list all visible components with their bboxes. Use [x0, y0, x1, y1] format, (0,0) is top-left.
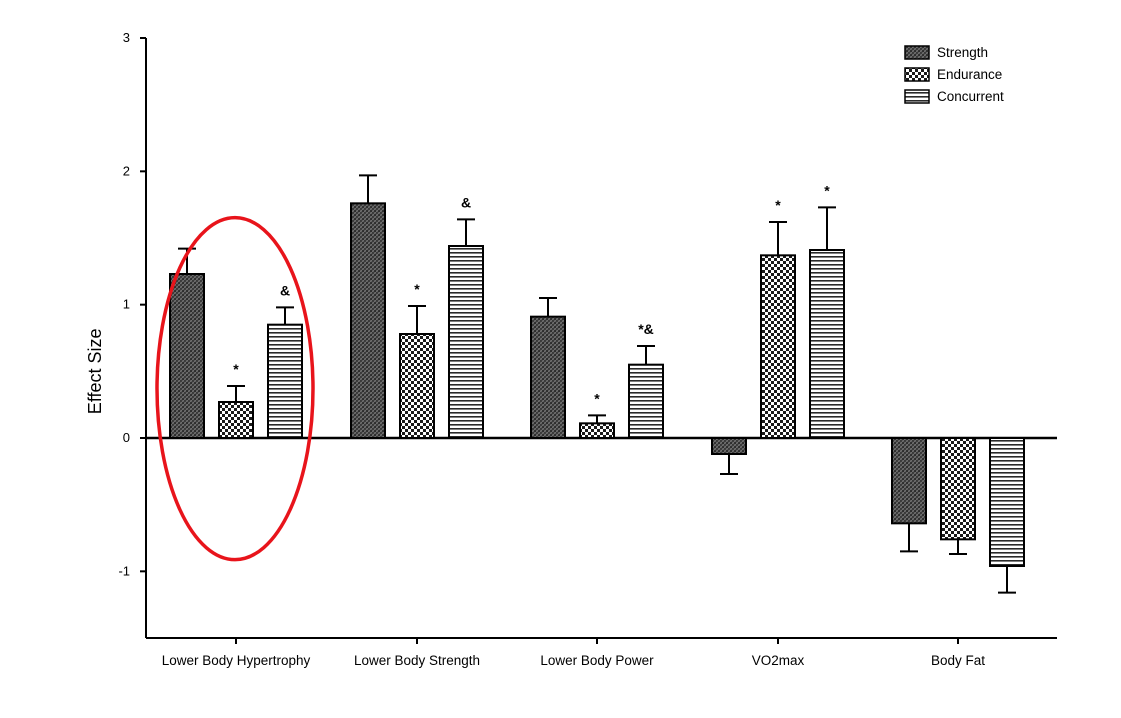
bar — [809, 249, 845, 439]
legend-swatch — [904, 67, 930, 82]
bar — [350, 202, 386, 439]
bar — [579, 422, 615, 440]
significance-marker: & — [280, 282, 290, 298]
y-axis-title: Effect Size — [85, 328, 105, 414]
significance-marker: * — [824, 182, 830, 198]
x-tick-label: Lower Body Strength — [354, 653, 480, 668]
y-tick-label: -1 — [118, 563, 130, 578]
legend-label: Concurrent — [937, 89, 1004, 104]
bar — [940, 437, 976, 541]
significance-marker: * — [775, 197, 781, 213]
bars — [169, 174, 1025, 594]
x-tick-label: Lower Body Hypertrophy — [162, 653, 311, 668]
bar — [989, 437, 1025, 567]
significance-marker: * — [414, 281, 420, 297]
bar — [267, 323, 303, 439]
bar — [711, 437, 747, 455]
y-tick-label: 2 — [123, 163, 130, 178]
legend-label: Strength — [937, 45, 988, 60]
bar — [628, 363, 664, 439]
highlight-ellipse-shape — [155, 215, 315, 562]
bar — [399, 333, 435, 439]
bar — [760, 254, 796, 439]
axis-labels: -1 0 1 2 3 Effect Size Lower Body Hypertrophy L… — [85, 30, 985, 668]
bar — [891, 437, 927, 525]
y-tick-label: 1 — [123, 297, 130, 312]
legend-label: Endurance — [937, 67, 1002, 82]
bar — [169, 273, 205, 439]
significance-marker: * — [233, 361, 239, 377]
x-tick-label: VO2max — [752, 653, 805, 668]
bar — [218, 401, 254, 439]
bar — [530, 315, 566, 439]
y-tick-label: 3 — [123, 30, 130, 45]
significance-marker: * — [594, 390, 600, 406]
bar — [448, 245, 484, 439]
x-tick-label: Lower Body Power — [540, 653, 654, 668]
highlight-ellipse — [155, 215, 315, 562]
x-tick-label: Body Fat — [931, 653, 985, 668]
legend-swatch — [904, 45, 930, 60]
legend: Strength Endurance Concurrent — [904, 45, 1004, 104]
significance-marker: & — [461, 194, 471, 210]
y-tick-label: 0 — [123, 430, 130, 445]
legend-swatch — [904, 89, 930, 104]
significance-marker: *& — [638, 321, 654, 337]
significance-annotations: *& *&**&** — [233, 182, 830, 406]
